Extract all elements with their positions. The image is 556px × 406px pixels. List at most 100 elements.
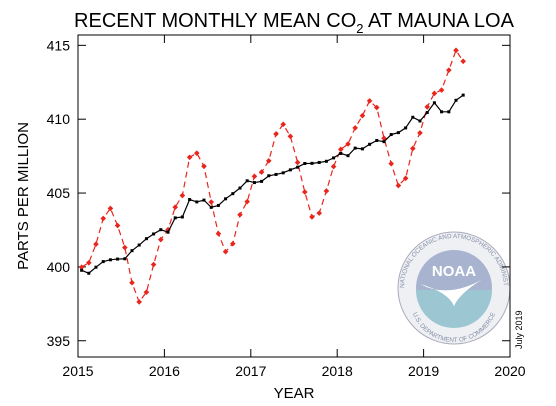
point (216, 203, 220, 207)
point (244, 198, 250, 205)
y-tick-label: 400 (47, 259, 71, 275)
title-part: AT MAUNA LOA (364, 10, 515, 32)
x-tick-label: 2017 (235, 363, 266, 379)
logo-sea (416, 290, 492, 328)
point (116, 257, 120, 261)
point (461, 93, 465, 97)
point (137, 243, 141, 247)
point (157, 236, 164, 243)
point (258, 169, 265, 175)
point (440, 110, 444, 114)
point (80, 268, 84, 272)
point (425, 111, 429, 115)
point (129, 279, 135, 286)
chart-title: RECENT MONTHLY MEAN CO2 AT MAUNA LOA (74, 10, 515, 36)
point (404, 126, 408, 130)
point (143, 289, 150, 295)
point (332, 156, 336, 160)
point (101, 260, 105, 264)
point (338, 146, 344, 153)
point (302, 189, 308, 195)
point (447, 110, 451, 114)
point (375, 138, 379, 142)
plot-frame (77, 34, 511, 358)
point (94, 265, 98, 269)
x-axis-title: YEAR (274, 385, 315, 402)
point (339, 151, 343, 155)
point (287, 133, 294, 140)
logo-name: NOAA (432, 263, 476, 280)
point (396, 131, 400, 135)
point (316, 210, 323, 216)
point (93, 241, 99, 247)
point (317, 160, 321, 164)
y-axis-title: PARTS PER MILLION (15, 122, 32, 270)
logo-text: NATIONAL OCEANIC AND ATMOSPHERIC ADMINIS… (0, 0, 509, 288)
x-tick-label: 2020 (494, 363, 525, 379)
x-tick-label: 2018 (322, 363, 353, 379)
point (274, 172, 278, 176)
point (172, 204, 178, 211)
point (389, 133, 393, 137)
point (280, 121, 286, 128)
title-part: RECENT MONTHLY MEAN CO (74, 10, 356, 32)
point (288, 168, 292, 172)
point (231, 192, 235, 196)
point (78, 264, 85, 270)
logo-bird (420, 276, 488, 306)
point (179, 192, 186, 199)
point (323, 188, 330, 194)
point (152, 232, 156, 236)
point (260, 179, 264, 183)
point (345, 141, 351, 147)
point (267, 174, 271, 178)
logo: NOAA NATIONAL OCEANIC AND ATMOSPHERIC AD… (0, 0, 511, 345)
point (195, 200, 199, 204)
point (360, 147, 364, 151)
point (107, 205, 114, 212)
point (424, 104, 431, 110)
y-tick-label: 405 (47, 185, 71, 201)
y-tick-label: 395 (47, 333, 71, 349)
point (368, 142, 372, 146)
point (273, 131, 279, 137)
point (446, 67, 452, 73)
point (100, 215, 107, 222)
point (186, 154, 193, 161)
y-tick-label: 410 (47, 111, 71, 127)
point (238, 186, 242, 190)
point (352, 125, 358, 131)
point (159, 228, 163, 232)
point (222, 248, 229, 255)
point (188, 198, 192, 202)
logo-text-path: NATIONAL OCEANIC AND ATMOSPHERIC ADMINIS… (0, 0, 509, 288)
point (453, 47, 459, 54)
point (108, 258, 112, 262)
point (150, 261, 157, 268)
point (230, 240, 236, 247)
point (366, 98, 373, 104)
y-tick-label: 415 (47, 37, 71, 53)
point (86, 259, 92, 266)
point (224, 197, 228, 201)
point (281, 171, 285, 175)
point (130, 249, 134, 253)
point (373, 104, 380, 111)
point (294, 159, 301, 166)
point (309, 214, 315, 220)
point (395, 182, 402, 189)
point (173, 216, 177, 220)
annotation: July 2019 (514, 310, 524, 349)
point (87, 271, 91, 275)
point (202, 198, 206, 202)
point (402, 175, 409, 182)
point (410, 145, 416, 152)
point (388, 160, 394, 167)
point (114, 222, 121, 229)
point (245, 179, 249, 183)
x-tick-label: 2016 (149, 363, 180, 379)
title-subscript: 2 (356, 21, 363, 36)
x-tick-label: 2019 (408, 363, 439, 379)
point (252, 181, 256, 185)
point (208, 199, 215, 205)
